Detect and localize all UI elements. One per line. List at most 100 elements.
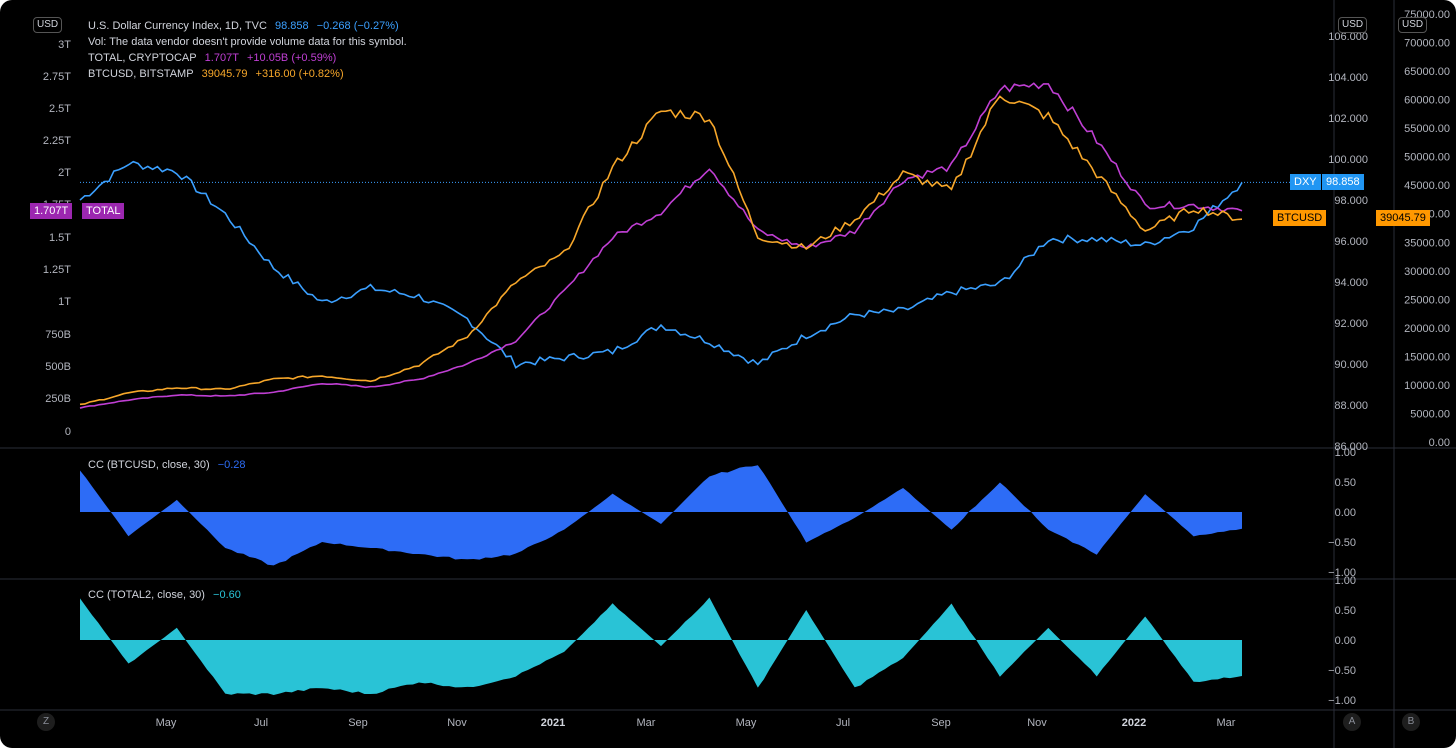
total-price-value: 1.707T <box>34 205 69 217</box>
x-axis-label: Nov <box>447 717 467 729</box>
btc-axis-tick: 65000.00 <box>1404 66 1450 78</box>
btc-axis-tick: 50000.00 <box>1404 152 1450 164</box>
left-axis-tick: 0 <box>65 426 71 438</box>
osc1-axis-tick: −0.50 <box>1328 537 1356 549</box>
legend-cc-btcusd-title: CC (BTCUSD, close, 30) <box>88 459 210 471</box>
legend-dxy: U.S. Dollar Currency Index, 1D, TVC 98.8… <box>88 19 404 34</box>
legend-total-title: TOTAL, CRYPTOCAP <box>88 52 197 64</box>
left-axis-tick: 750B <box>45 329 71 341</box>
btc-axis-tick: 0.00 <box>1429 437 1450 449</box>
cc-total2-area <box>80 597 1242 696</box>
btc-price-label: 39045.79 <box>1376 210 1430 226</box>
btc-axis-tick: 5000.00 <box>1410 408 1450 420</box>
left-axis-tick: 1T <box>58 296 71 308</box>
x-axis-label: Nov <box>1027 717 1047 729</box>
legend-total: TOTAL, CRYPTOCAP 1.707T +10.05B (+0.59%) <box>88 51 341 66</box>
total-series-line <box>79 82 1243 409</box>
osc2-axis-tick: 1.00 <box>1335 575 1356 587</box>
btcusd-series-line <box>79 95 1243 406</box>
legend-cc-total2: CC (TOTAL2, close, 30) −0.60 <box>88 588 246 603</box>
dxy-currency-badge[interactable]: USD <box>1338 17 1368 33</box>
dxy-price-label: 98.858 <box>1322 174 1364 190</box>
dxy-axis-tick: 86.000 <box>1334 441 1368 453</box>
legend-volume: Vol: The data vendor doesn't provide vol… <box>88 35 412 50</box>
legend-btcusd-change: +316.00 (+0.82%) <box>255 68 344 80</box>
dxy-name: DXY <box>1294 176 1317 188</box>
x-axis-label: Sep <box>348 717 368 729</box>
cc-btcusd-area <box>80 465 1242 566</box>
btc-axis-tick: 55000.00 <box>1404 123 1450 135</box>
legend-total-change: +10.05B (+0.59%) <box>246 52 337 64</box>
osc2-axis-tick: −1.00 <box>1328 695 1356 707</box>
dxy-axis-tick: 94.000 <box>1334 277 1368 289</box>
btc-name-label: BTCUSD <box>1273 210 1327 226</box>
dxy-axis-tick: 106.000 <box>1328 31 1368 43</box>
legend-cc-btcusd: CC (BTCUSD, close, 30) −0.28 <box>88 458 251 473</box>
legend-dxy-change: −0.268 (−0.27%) <box>316 20 399 32</box>
legend-cc-total2-title: CC (TOTAL2, close, 30) <box>88 589 205 601</box>
auto-scale-b-button[interactable]: B <box>1402 713 1420 731</box>
dxy-axis-tick: 92.000 <box>1334 318 1368 330</box>
x-axis-label: Mar <box>1217 717 1236 729</box>
x-axis-label: Mar <box>637 717 656 729</box>
left-axis-tick: 250B <box>45 393 71 405</box>
btc-axis-tick: 10000.00 <box>1404 380 1450 392</box>
left-axis-tick: 3T <box>58 39 71 51</box>
x-axis-label: May <box>736 717 757 729</box>
osc2-axis-tick: 0.00 <box>1335 635 1356 647</box>
legend-btcusd: BTCUSD, BITSTAMP 39045.79 +316.00 (+0.82… <box>88 67 349 82</box>
btc-axis-tick: 25000.00 <box>1404 294 1450 306</box>
dxy-axis-tick: 104.000 <box>1328 72 1368 84</box>
legend-total-value: 1.707T <box>204 52 239 64</box>
legend-btcusd-title: BTCUSD, BITSTAMP <box>88 68 194 80</box>
btc-axis-tick: 15000.00 <box>1404 351 1450 363</box>
left-axis-tick: 2.25T <box>43 135 71 147</box>
total-name-label: TOTAL <box>82 203 125 219</box>
x-axis-label: Jul <box>836 717 850 729</box>
btc-axis-tick: 30000.00 <box>1404 266 1450 278</box>
dxy-series-line <box>79 160 1243 369</box>
osc1-axis-tick: 1.00 <box>1335 447 1356 459</box>
auto-scale-a-button[interactable]: A <box>1343 713 1361 731</box>
dxy-axis-tick: 100.000 <box>1328 154 1368 166</box>
btc-axis-tick: 60000.00 <box>1404 95 1450 107</box>
legend-cc-btcusd-value: −0.28 <box>217 459 246 471</box>
dxy-name-label: DXY <box>1290 174 1321 190</box>
left-axis-tick: 1.25T <box>43 264 71 276</box>
zoom-reset-button[interactable]: Z <box>37 713 55 731</box>
dxy-axis-tick: 88.000 <box>1334 400 1368 412</box>
btc-name: BTCUSD <box>1277 212 1323 224</box>
total-name: TOTAL <box>86 205 121 217</box>
dxy-axis-tick: 102.000 <box>1328 113 1368 125</box>
btc-axis-tick: 70000.00 <box>1404 38 1450 50</box>
dxy-axis-tick: 90.000 <box>1334 359 1368 371</box>
legend-dxy-value: 98.858 <box>274 20 309 32</box>
legend-dxy-title: U.S. Dollar Currency Index, 1D, TVC <box>88 20 267 32</box>
total-price-label: 1.707T <box>30 203 73 219</box>
x-axis-label: May <box>156 717 177 729</box>
legend-cc-total2-value: −0.60 <box>213 589 241 601</box>
btc-axis-tick: 35000.00 <box>1404 237 1450 249</box>
osc1-axis-tick: 0.50 <box>1335 477 1356 489</box>
btc-axis-tick: 20000.00 <box>1404 323 1450 335</box>
legend-btcusd-value: 39045.79 <box>201 68 248 80</box>
btc-price-value: 39045.79 <box>1380 212 1426 224</box>
left-axis-tick: 2T <box>58 167 71 179</box>
osc1-axis-tick: 0.00 <box>1335 507 1356 519</box>
left-axis-tick: 2.75T <box>43 71 71 83</box>
dxy-axis-tick: 98.000 <box>1334 195 1368 207</box>
btc-axis-tick: 45000.00 <box>1404 180 1450 192</box>
legend-volume-title: Vol: The data vendor doesn't provide vol… <box>88 36 407 48</box>
left-currency-badge[interactable]: USD <box>33 17 63 33</box>
osc1-axis-tick: −1.00 <box>1328 567 1356 579</box>
x-axis-label: 2022 <box>1122 717 1146 729</box>
x-axis-label: 2021 <box>541 717 565 729</box>
left-axis-tick: 500B <box>45 361 71 373</box>
left-axis-tick: 2.5T <box>49 103 71 115</box>
left-axis-tick: 1.5T <box>49 232 71 244</box>
btc-currency-badge[interactable]: USD <box>1398 17 1428 33</box>
osc2-axis-tick: 0.50 <box>1335 605 1356 617</box>
osc2-axis-tick: −0.50 <box>1328 665 1356 677</box>
